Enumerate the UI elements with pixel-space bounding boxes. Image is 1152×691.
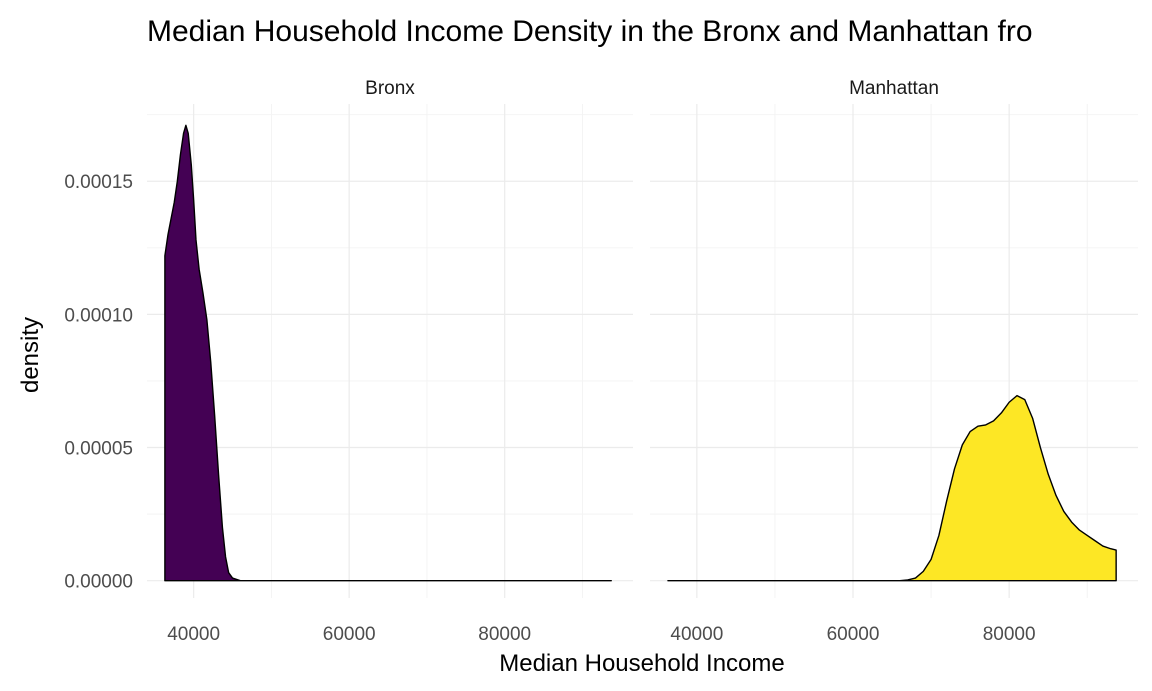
y-tick-label: 0.00010	[64, 305, 133, 326]
x-tick-label: 80000	[983, 624, 1036, 645]
x-axis-title: Median Household Income	[499, 650, 785, 677]
chart-title: Median Household Income Density in the B…	[147, 15, 1033, 48]
density-area-manhattan	[667, 394, 1117, 582]
facet-strip-label: Manhattan	[849, 78, 939, 99]
y-tick-label: 0.00000	[64, 572, 133, 593]
x-tick-label: 40000	[167, 624, 220, 645]
facet-panel-bronx: Bronx 40000 60000 80000 0.00000 0.00005 0.0001…	[64, 78, 633, 645]
y-tick-label: 0.00005	[64, 439, 133, 460]
facet-strip-label: Bronx	[365, 78, 415, 99]
x-tick-label: 60000	[827, 624, 880, 645]
y-tick-label: 0.00015	[64, 172, 133, 193]
x-tick-label: 80000	[478, 624, 531, 645]
y-axis-title: density	[17, 317, 44, 393]
x-tick-label: 60000	[323, 624, 376, 645]
x-tick-label: 40000	[670, 624, 723, 645]
facet-panel-manhattan: Manhattan 40000 60000 80000	[650, 78, 1138, 645]
density-area-bronx	[164, 124, 612, 582]
